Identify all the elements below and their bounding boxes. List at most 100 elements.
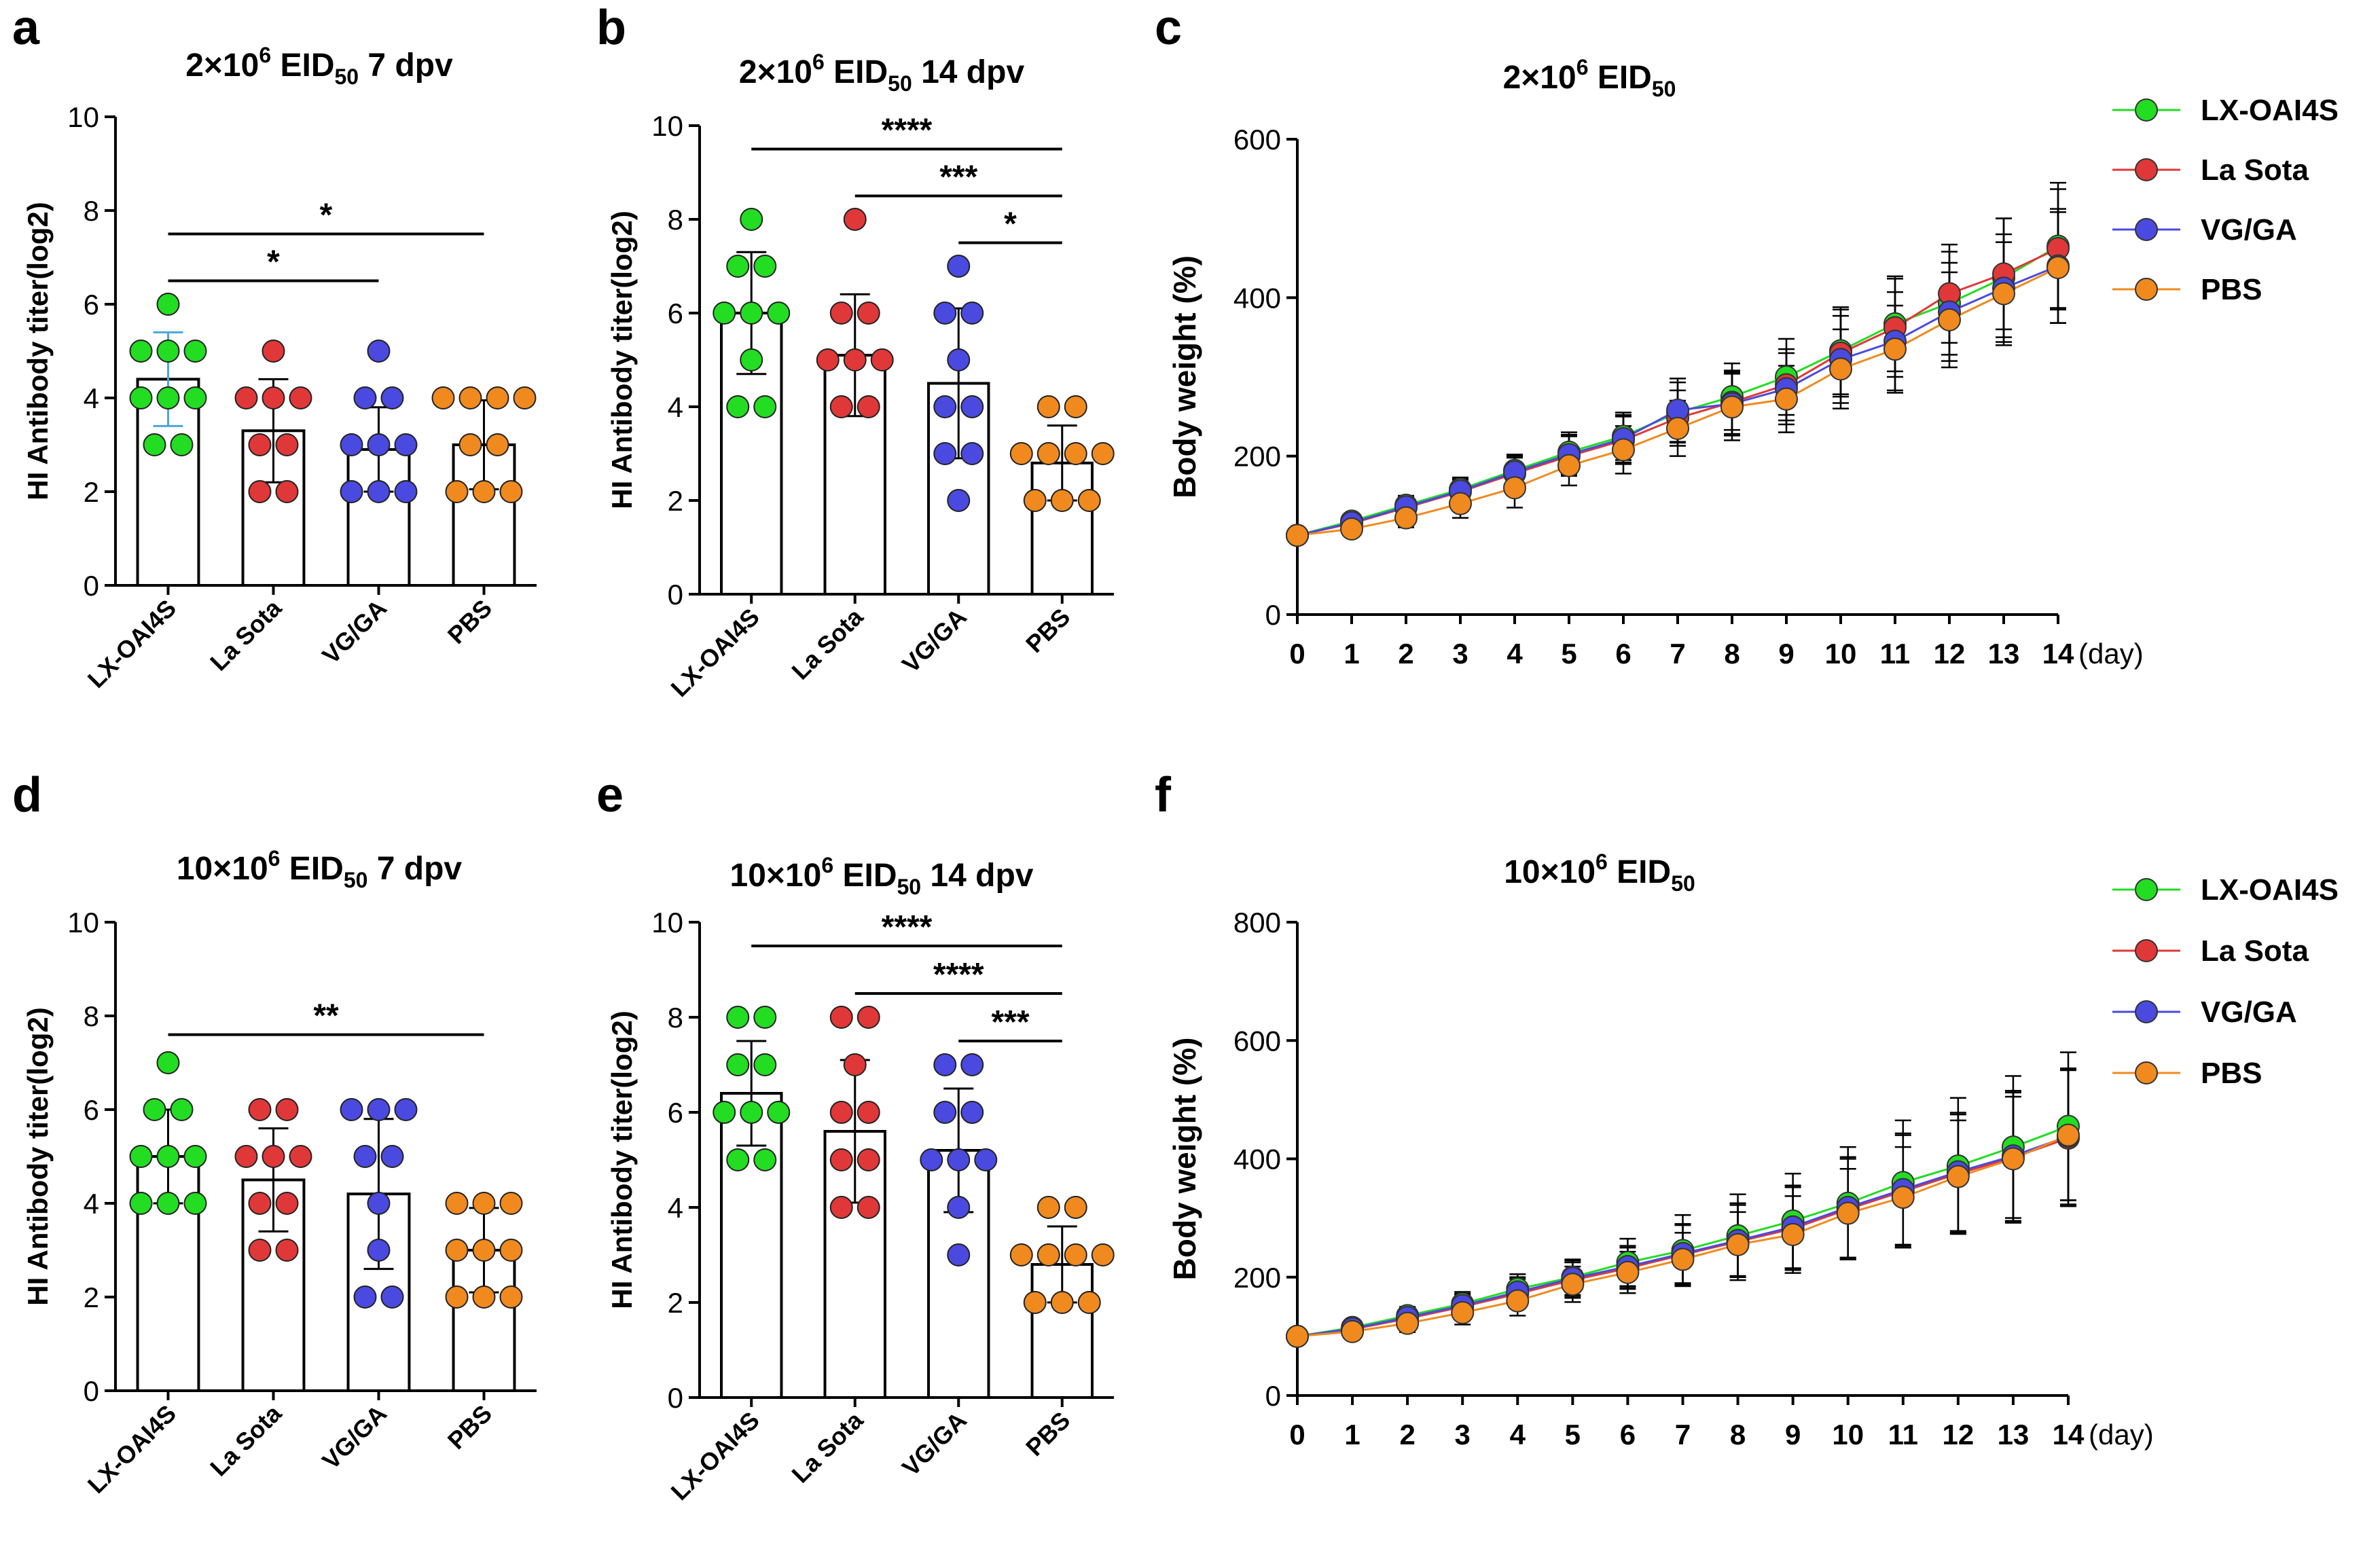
data-point-d (170, 1098, 194, 1121)
data-point-b (1091, 442, 1115, 465)
data-point-f (1671, 1247, 1695, 1271)
data-point-b (843, 348, 867, 371)
chart-title-part: 14 dpv (921, 858, 1034, 894)
x-tick-label-e: VG/GA (897, 1406, 972, 1482)
data-point-e (843, 1053, 867, 1076)
data-point-e (947, 1196, 971, 1219)
chart-title-part: 14 dpv (912, 54, 1025, 90)
y-tick-label-e: 6 (668, 1097, 683, 1129)
x-tick-label-f: 9 (1785, 1419, 1801, 1450)
data-point-a (248, 480, 272, 503)
panel-letter-f: f (1155, 768, 1171, 822)
y-tick-label-d: 0 (84, 1375, 99, 1407)
data-point-c (1775, 387, 1798, 411)
data-point-b (1023, 489, 1047, 512)
chart-title-part: 7 dpv (359, 48, 453, 84)
y-tick-label-e: 2 (668, 1287, 683, 1319)
data-point-c (1503, 476, 1526, 500)
data-point-b (857, 302, 880, 325)
y-tick-label-f: 400 (1233, 1144, 1281, 1175)
y-tick-label-a: 2 (84, 476, 99, 508)
data-point-d (183, 1192, 207, 1215)
data-point-c (1720, 395, 1744, 419)
data-point-b (933, 395, 957, 418)
data-point-a (394, 480, 418, 503)
data-point-f (2057, 1123, 2080, 1147)
x-tick-label-f: 8 (1730, 1419, 1746, 1450)
data-point-d (248, 1192, 272, 1215)
x-tick-label-f: 5 (1565, 1419, 1581, 1450)
x-tick-label-f: 0 (1289, 1419, 1305, 1450)
data-point-c (1992, 282, 2015, 306)
x-tick-label-d: VG/GA (317, 1400, 392, 1475)
x-tick-label-e: LX-OAI4S (666, 1406, 765, 1506)
chart-title-e: 10×106 EID50 14 dpv (730, 853, 1034, 899)
y-tick-label-a: 8 (84, 195, 99, 227)
significance-label-a: * (267, 244, 280, 280)
data-point-b (933, 442, 957, 465)
x-tick-label-c: 11 (1880, 638, 1910, 670)
data-point-a (340, 433, 363, 456)
data-point-c (1340, 517, 1363, 541)
data-point-e (857, 1196, 880, 1219)
data-point-d (156, 1192, 180, 1215)
legend-marker-c (2135, 278, 2158, 301)
data-point-c (1612, 438, 1635, 462)
data-point-d (367, 1239, 391, 1262)
data-point-b (960, 302, 984, 325)
data-point-e (857, 1101, 880, 1124)
chart-title-a: 2×106 EID50 7 dpv (185, 43, 453, 89)
legend-label-c: PBS (2201, 273, 2262, 306)
data-point-b (933, 302, 957, 325)
data-point-b (726, 395, 750, 418)
data-point-e (726, 1053, 750, 1076)
y-axis-label-c: Body weight (%) (1167, 255, 1202, 498)
data-point-a (170, 433, 194, 456)
data-point-a (431, 386, 455, 409)
chart-title-part: 50 (1671, 871, 1695, 896)
chart-title-part: 6 (268, 846, 281, 871)
chart-title-b: 2×106 EID50 14 dpv (739, 50, 1025, 96)
data-point-d (499, 1285, 523, 1309)
data-point-a (129, 340, 153, 363)
legend-label-f: VG/GA (2201, 996, 2297, 1029)
x-tick-label-d: LX-OAI4S (82, 1400, 181, 1499)
x-tick-label-c: 13 (1988, 638, 2020, 670)
data-point-b (1050, 489, 1074, 512)
data-point-e (767, 1101, 791, 1124)
data-point-e (829, 1006, 853, 1029)
data-point-e (1091, 1243, 1115, 1266)
data-point-b (1009, 442, 1033, 465)
data-point-a (248, 433, 272, 456)
data-point-f (1506, 1289, 1530, 1313)
data-point-d (472, 1192, 496, 1215)
legend-marker-f (2135, 878, 2158, 901)
legend-label-f: PBS (2201, 1057, 2262, 1090)
x-tick-label-c: 4 (1507, 638, 1523, 670)
y-tick-label-c: 600 (1233, 124, 1281, 156)
chart-title-part: 6 (1576, 55, 1589, 79)
y-tick-label-e: 8 (668, 1002, 683, 1034)
x-tick-label-d: PBS (442, 1400, 497, 1455)
legend-marker-f (2135, 939, 2158, 962)
panel-letter-b: b (596, 1, 626, 55)
panel-letter-e: e (596, 768, 624, 822)
data-point-d (248, 1098, 272, 1121)
significance-label-e: **** (882, 909, 933, 945)
data-point-b (1036, 395, 1060, 418)
x-tick-label-b: VG/GA (897, 603, 972, 678)
data-point-f (1341, 1319, 1365, 1343)
data-point-a (367, 433, 391, 456)
x-unit-label-f: (day) (2089, 1419, 2154, 1450)
data-point-c (1394, 506, 1418, 530)
data-point-f (1286, 1324, 1309, 1348)
data-point-d (394, 1098, 418, 1121)
data-point-a (262, 340, 285, 363)
data-point-a (183, 386, 207, 409)
data-point-e (1023, 1291, 1047, 1314)
y-axis-label-f: Body weight (%) (1167, 1038, 1202, 1281)
data-point-e (713, 1101, 736, 1124)
data-point-d (472, 1285, 496, 1309)
chart-title-part: EID (1588, 60, 1651, 96)
chart-title-part: 50 (897, 875, 921, 899)
